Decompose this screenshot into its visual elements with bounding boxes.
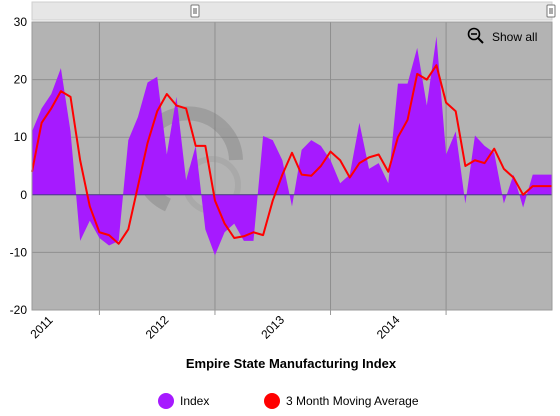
moving-average-line[interactable] xyxy=(31,64,552,245)
moving-average-layer xyxy=(31,64,552,245)
zoom-out-icon[interactable] xyxy=(467,27,484,44)
x-axis-ticks: 2011 2012 2013 2014 xyxy=(28,310,447,342)
y-tick-label: -10 xyxy=(10,245,28,259)
legend-marker-index xyxy=(158,393,174,409)
y-tick-label: 10 xyxy=(14,130,28,144)
legend-label-moving-average[interactable]: 3 Month Moving Average xyxy=(286,394,419,408)
legend-marker-moving-average xyxy=(264,393,280,409)
x-tick-label: 2013 xyxy=(258,313,287,342)
plot-border xyxy=(31,21,553,311)
legend: Index 3 Month Moving Average xyxy=(158,393,419,409)
x-tick-label: 2014 xyxy=(374,313,403,342)
x-tick-label: 2012 xyxy=(143,313,172,342)
legend-label-index[interactable]: Index xyxy=(180,394,209,408)
legend-item-index[interactable]: Index xyxy=(158,393,209,409)
y-tick-label: -20 xyxy=(10,303,28,317)
scroll-handle-right[interactable] xyxy=(546,4,556,18)
show-all-button[interactable]: Show all xyxy=(467,27,538,45)
legend-item-moving-average[interactable]: 3 Month Moving Average xyxy=(264,393,419,409)
y-tick-label: 30 xyxy=(14,15,28,29)
y-tick-label: 20 xyxy=(14,73,28,87)
x-axis-title: Empire State Manufacturing Index xyxy=(186,356,397,371)
x-tick-label: 2011 xyxy=(28,313,56,341)
scroll-handle-left[interactable] xyxy=(190,4,200,18)
show-all-label[interactable]: Show all xyxy=(492,30,537,44)
y-axis-ticks: -20 -10 0 10 20 30 xyxy=(10,15,28,317)
y-tick-label: 0 xyxy=(20,188,27,202)
index-area-layer xyxy=(32,36,552,256)
scrollbar-track[interactable] xyxy=(31,1,553,21)
index-area[interactable] xyxy=(32,36,552,256)
